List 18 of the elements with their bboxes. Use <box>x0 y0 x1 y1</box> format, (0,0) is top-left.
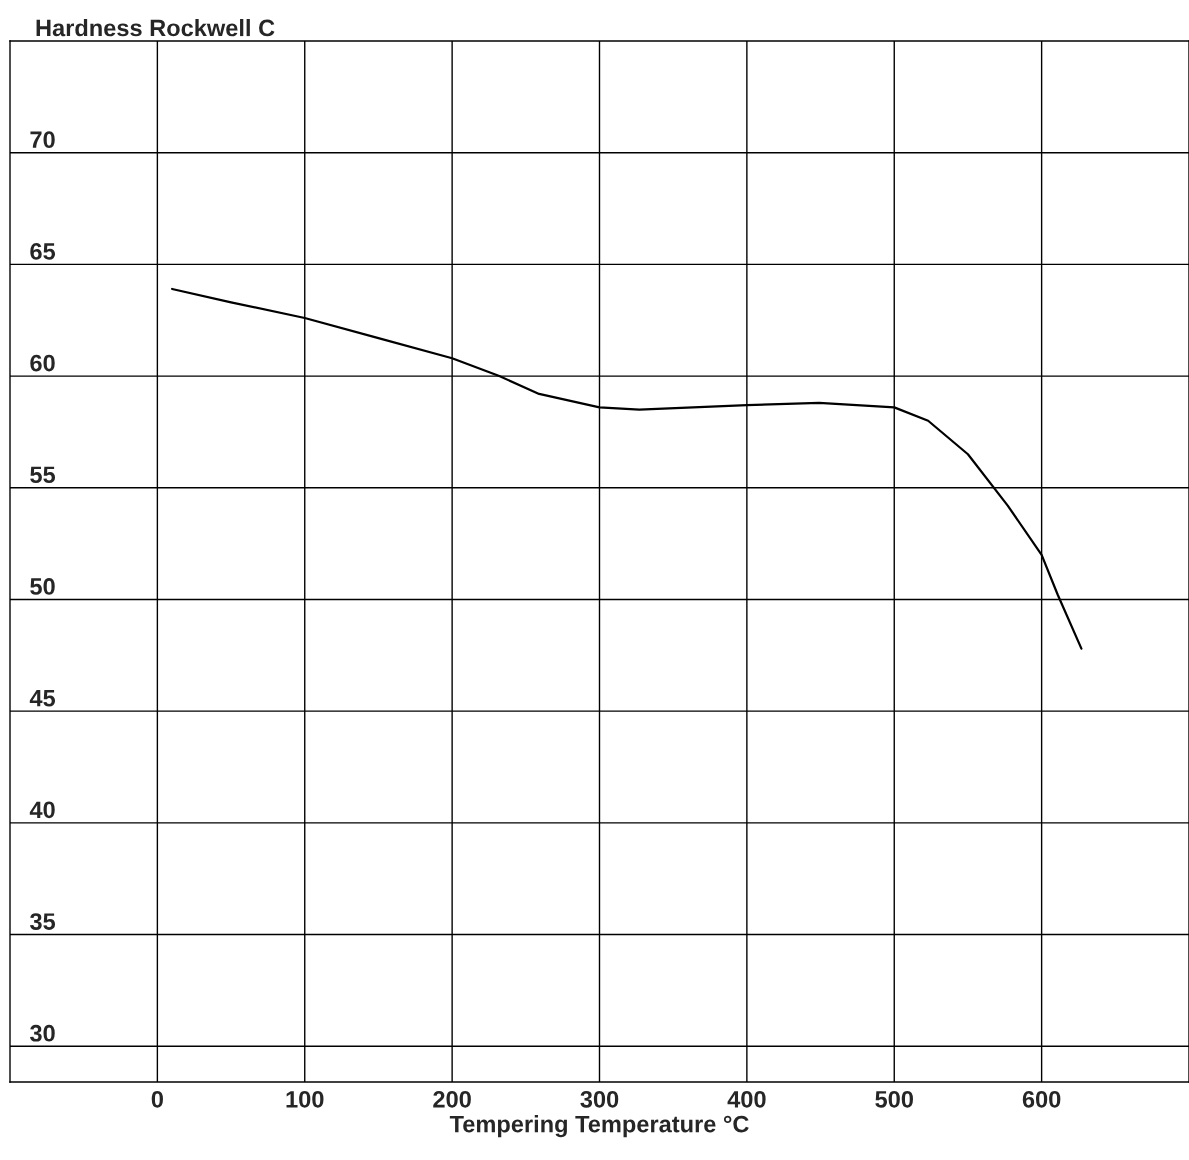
y-tick-label: 45 <box>29 690 56 707</box>
y-tick-label: 70 <box>30 131 55 149</box>
y-tick-label: 30 <box>29 1024 55 1042</box>
y-tick-label: 35 <box>29 913 56 930</box>
x-tick-label: 500 <box>875 1090 913 1108</box>
y-tick-label: 60 <box>30 354 55 372</box>
x-tick-label: 100 <box>286 1090 324 1108</box>
y-axis-title: Hardness Rockwell C <box>36 19 275 37</box>
x-axis-title: Tempering Temperature °C <box>449 1115 749 1138</box>
x-tick-label: 600 <box>1022 1090 1061 1108</box>
x-tick-label: 200 <box>433 1090 471 1108</box>
y-tick-label: 65 <box>30 243 56 260</box>
y-tick-label: 40 <box>29 801 55 819</box>
y-tick-label: 50 <box>30 578 55 595</box>
y-tick-label: 55 <box>30 466 56 484</box>
x-tick-label: 0 <box>151 1090 163 1108</box>
x-tick-label: 400 <box>727 1090 766 1108</box>
x-tick-label: 300 <box>580 1090 619 1108</box>
